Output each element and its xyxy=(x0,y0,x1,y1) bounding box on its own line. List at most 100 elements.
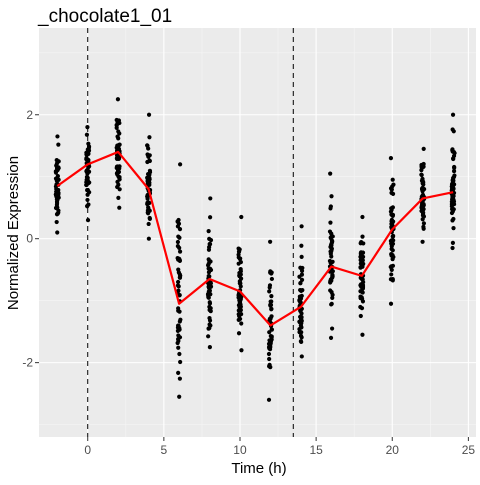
data-point xyxy=(328,249,333,254)
data-point xyxy=(267,289,272,294)
data-point xyxy=(177,256,182,261)
data-point xyxy=(115,179,120,184)
data-point xyxy=(55,230,60,235)
data-point xyxy=(178,162,183,167)
data-point xyxy=(390,177,395,182)
data-point xyxy=(56,142,61,147)
data-point xyxy=(146,236,151,241)
data-point xyxy=(55,134,60,139)
data-point xyxy=(206,285,212,290)
data-point xyxy=(267,346,272,351)
data-point xyxy=(177,351,182,357)
data-point xyxy=(330,234,335,239)
data-point xyxy=(84,132,90,137)
data-point xyxy=(450,187,456,192)
data-point xyxy=(53,170,59,175)
data-point xyxy=(177,275,183,280)
data-point xyxy=(54,178,59,183)
data-point xyxy=(360,234,365,239)
data-point xyxy=(329,194,334,199)
data-point xyxy=(55,198,60,203)
data-point xyxy=(177,327,182,332)
data-point xyxy=(85,204,90,209)
data-point xyxy=(176,306,181,311)
data-point xyxy=(358,250,364,255)
mean-expression-line xyxy=(56,150,454,327)
data-point xyxy=(390,257,395,262)
data-point xyxy=(452,173,457,178)
data-point xyxy=(86,180,91,185)
data-point xyxy=(419,172,424,178)
data-point xyxy=(420,239,425,244)
data-point xyxy=(421,221,427,226)
data-point xyxy=(298,314,303,319)
data-point xyxy=(84,152,89,157)
data-point xyxy=(86,145,92,150)
data-point xyxy=(421,164,426,169)
data-point xyxy=(206,295,211,300)
data-point xyxy=(389,272,394,277)
data-point xyxy=(176,370,181,376)
data-point xyxy=(236,312,241,317)
data-point xyxy=(358,313,363,319)
data-point xyxy=(450,218,455,223)
data-point xyxy=(177,394,182,399)
data-point xyxy=(361,241,366,246)
data-point xyxy=(267,285,272,290)
data-point xyxy=(146,221,151,227)
data-point xyxy=(145,196,150,201)
data-point xyxy=(145,201,150,207)
data-point xyxy=(207,326,212,331)
data-point xyxy=(328,335,334,340)
data-point xyxy=(450,112,456,117)
data-point xyxy=(85,187,90,193)
data-point xyxy=(175,219,180,224)
data-point xyxy=(299,268,305,273)
data-point xyxy=(266,351,272,357)
data-point xyxy=(268,303,273,308)
data-point xyxy=(390,234,395,239)
data-point xyxy=(85,192,90,197)
data-point xyxy=(176,288,181,293)
data-point xyxy=(146,112,152,117)
data-point xyxy=(207,307,212,313)
data-point xyxy=(328,204,333,209)
data-point xyxy=(420,213,426,218)
data-point xyxy=(207,301,213,306)
data-point xyxy=(328,220,333,225)
data-point xyxy=(206,261,211,266)
data-point xyxy=(269,276,274,282)
data-point xyxy=(268,299,273,304)
data-point xyxy=(176,267,181,272)
data-point xyxy=(450,193,455,198)
data-point xyxy=(328,171,333,176)
data-point xyxy=(329,301,334,306)
data-point xyxy=(146,146,151,151)
data-point xyxy=(450,178,455,183)
data-point xyxy=(176,345,181,350)
data-point xyxy=(239,214,244,220)
data-point xyxy=(421,182,426,187)
data-point xyxy=(268,341,273,347)
data-point xyxy=(390,248,395,253)
data-point xyxy=(239,321,244,326)
data-point xyxy=(55,211,60,216)
data-point xyxy=(360,299,366,304)
data-point xyxy=(147,153,152,158)
data-point xyxy=(115,184,120,190)
data-point xyxy=(329,260,334,265)
data-point xyxy=(207,245,212,250)
data-point xyxy=(360,332,365,337)
data-point xyxy=(269,271,274,276)
data-point xyxy=(55,174,60,179)
data-point xyxy=(299,311,304,316)
data-point xyxy=(114,125,119,131)
data-point xyxy=(269,306,274,311)
data-point xyxy=(146,211,151,216)
data-point xyxy=(175,239,181,245)
data-point xyxy=(115,97,121,102)
data-point xyxy=(178,359,183,365)
data-point xyxy=(269,327,275,332)
data-point xyxy=(421,226,426,231)
data-point xyxy=(84,169,89,174)
